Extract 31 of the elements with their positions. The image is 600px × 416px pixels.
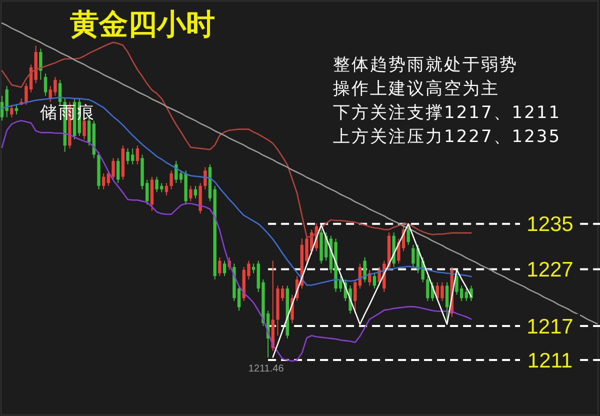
y-tick-label: 1211 — [527, 349, 573, 372]
candlestick — [170, 170, 173, 190]
candlestick — [14, 104, 18, 115]
annotation: 1211.46 — [248, 363, 284, 374]
candlestick — [44, 73, 48, 96]
candlestick — [363, 256, 366, 283]
annotation: 操作上建议高空为主 — [333, 79, 500, 99]
candlestick — [252, 263, 256, 274]
candlestick — [372, 272, 376, 290]
candlestick — [189, 185, 192, 202]
candlestick — [10, 104, 14, 118]
candlestick — [218, 256, 222, 277]
candlestick — [445, 282, 449, 324]
y-tick-label: 1217 — [526, 315, 574, 338]
annotation: 上方关注压力1227、1235 — [333, 127, 562, 147]
annotation: 整体趋势雨就处于弱势 — [333, 55, 518, 75]
candlestick — [222, 260, 226, 277]
candlestick — [406, 226, 410, 246]
candlestick — [136, 145, 140, 165]
y-tick-label: 1227 — [526, 258, 574, 282]
y-tick-label: 1235 — [526, 213, 574, 236]
annotation: 下方关注支撑1217、1211 — [333, 103, 562, 123]
candlestick — [102, 172, 106, 190]
candlestick — [164, 182, 168, 196]
candlestick — [354, 278, 357, 314]
chart-title: 黄金四小时 — [69, 7, 215, 41]
candlestick — [194, 185, 198, 199]
candlestick — [204, 166, 207, 190]
candlestick — [39, 48, 42, 80]
candlestick — [116, 158, 120, 184]
candlestick — [58, 79, 62, 106]
